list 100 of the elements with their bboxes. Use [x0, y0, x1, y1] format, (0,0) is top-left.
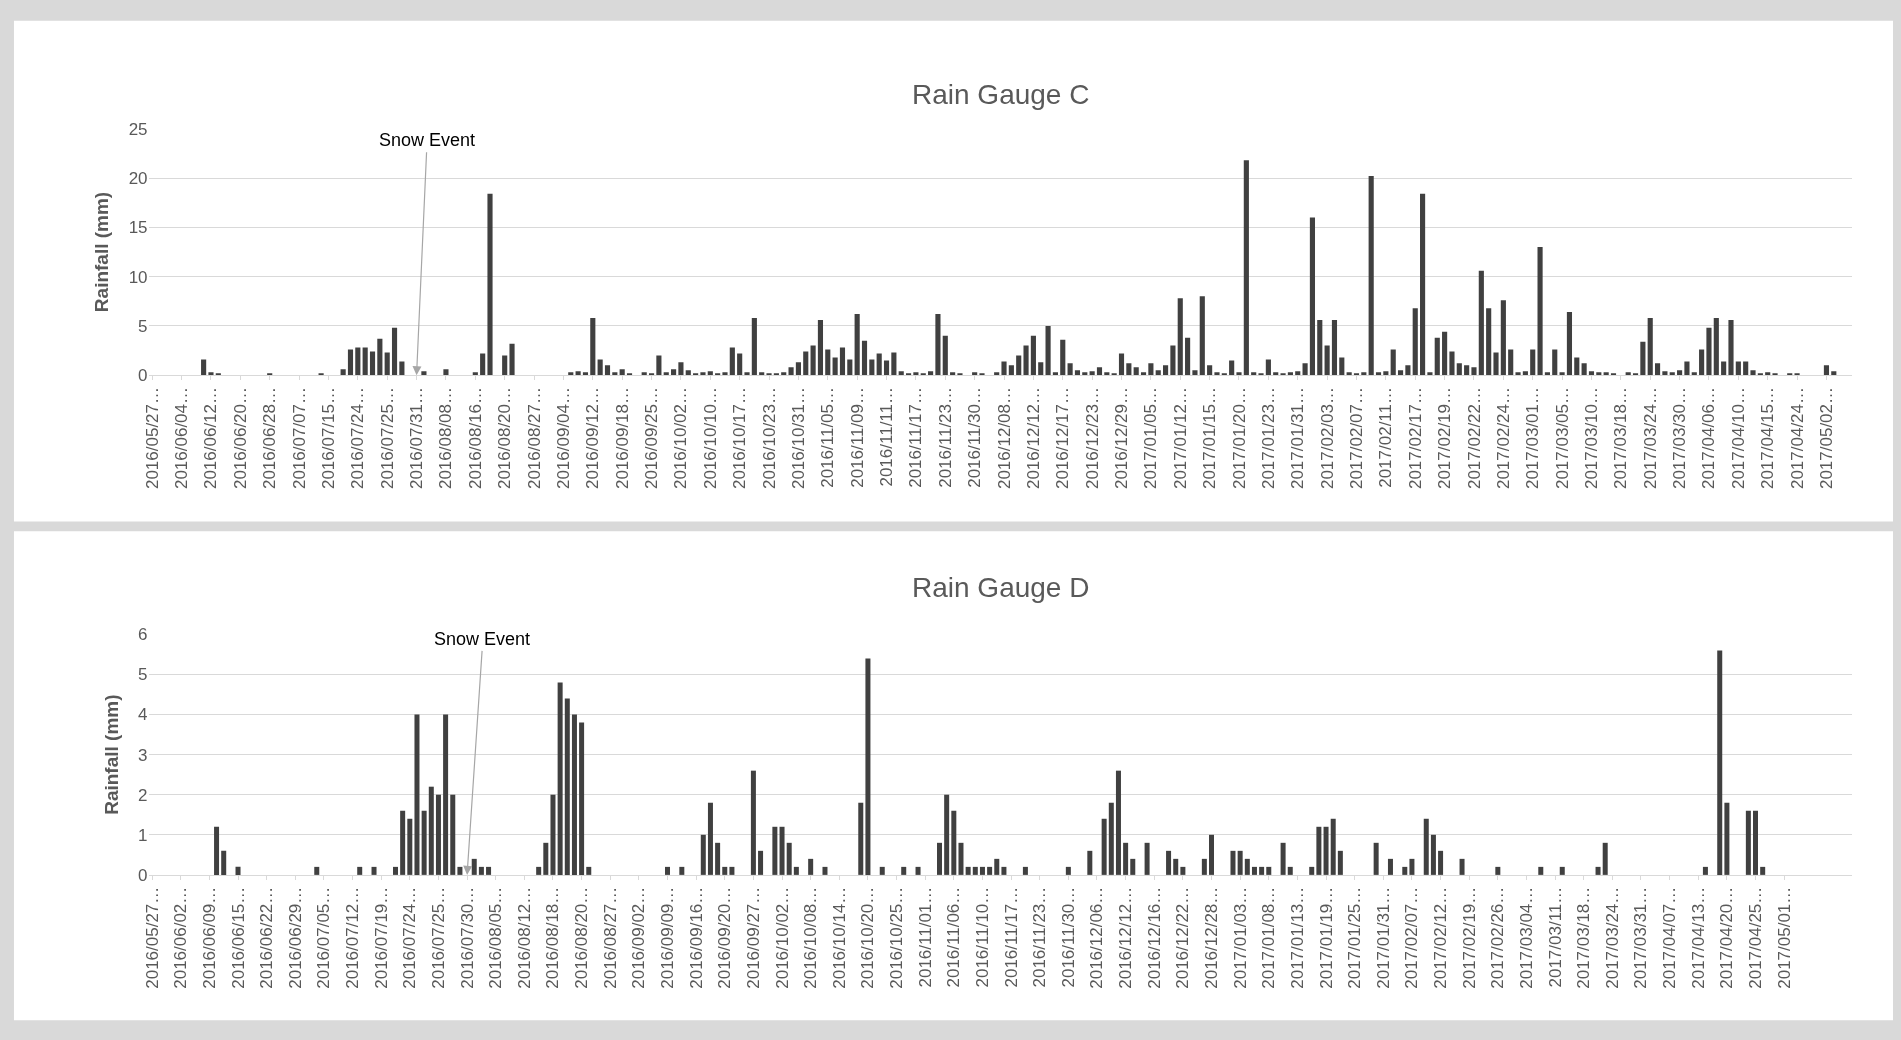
bar: [766, 373, 772, 376]
bar: [1495, 866, 1501, 875]
bar: [355, 347, 361, 376]
bar: [1743, 361, 1749, 376]
x-tick-label: 2016/11/17…: [1001, 886, 1021, 988]
bar: [729, 866, 735, 875]
bar: [715, 373, 721, 376]
bar: [1640, 341, 1646, 376]
bar: [1831, 371, 1837, 376]
x-tick-label: 2016/11/30…: [965, 386, 985, 488]
x-tick-label: 2016/07/30…: [457, 886, 477, 989]
bar: [1022, 866, 1028, 875]
bar: [1559, 372, 1565, 376]
chart-title: Rain Gauge D: [912, 572, 1090, 603]
x-tick-label: 2017/03/05…: [1552, 386, 1572, 490]
x-tick-label: 2017/01/25…: [1345, 886, 1365, 989]
bar: [407, 818, 413, 875]
x-tick-label: 2016/12/16…: [1144, 886, 1164, 989]
bar: [1361, 372, 1367, 376]
x-tick-label: 2017/03/11…: [1545, 886, 1565, 988]
bar: [957, 373, 963, 376]
bar: [1574, 357, 1580, 376]
x-tick-label: 2016/09/25…: [642, 386, 662, 490]
bar: [779, 826, 785, 875]
bar: [1625, 372, 1631, 376]
bar: [1559, 866, 1565, 875]
x-tick-label: 2016/10/17…: [730, 386, 750, 490]
x-tick-label: 2017/03/04…: [1516, 886, 1536, 989]
x-tick-label: 2017/04/15…: [1758, 386, 1778, 490]
x-tick-label: 2016/12/28…: [1202, 886, 1222, 989]
bar: [391, 327, 398, 376]
x-tick-label: 2016/08/08…: [436, 386, 456, 490]
bar: [1632, 373, 1639, 376]
y-tick-label: 0: [138, 865, 148, 885]
bar: [1192, 370, 1198, 376]
bar: [788, 367, 794, 376]
bar: [1287, 866, 1293, 875]
x-tick-label: 2017/02/19…: [1435, 386, 1455, 490]
bar: [928, 371, 934, 376]
bar: [1373, 842, 1379, 875]
bar: [744, 372, 750, 376]
bar: [898, 371, 904, 376]
bar: [1434, 337, 1440, 376]
x-tick-label: 2016/10/10…: [700, 386, 720, 490]
x-tick-label: 2017/02/17…: [1405, 386, 1425, 490]
bar: [586, 866, 592, 875]
bar: [1735, 361, 1741, 376]
x-tick-label: 2016/12/12…: [1116, 886, 1136, 989]
bar: [1603, 372, 1609, 376]
bar: [1552, 349, 1558, 376]
bar: [1323, 826, 1329, 875]
x-tick-label: 2016/07/25…: [377, 386, 397, 490]
x-tick-label: 2016/07/24…: [400, 886, 420, 989]
bar: [665, 866, 671, 875]
bar: [1287, 372, 1293, 376]
bar: [1794, 373, 1800, 376]
bar: [1331, 319, 1338, 376]
x-tick-label: 2016/12/06…: [1087, 886, 1107, 989]
bar: [793, 866, 799, 875]
bar: [1030, 335, 1036, 376]
x-tick-label: 2016/07/05…: [314, 886, 334, 989]
bar: [1140, 372, 1147, 376]
y-tick-label: 10: [128, 267, 148, 287]
bar: [1353, 373, 1360, 376]
bar: [942, 335, 948, 376]
x-tick-label: 2017/02/22…: [1464, 386, 1484, 490]
bar: [201, 359, 207, 376]
x-tick-label: 2016/10/25…: [887, 886, 907, 989]
bar: [536, 866, 542, 875]
bar: [399, 361, 405, 376]
y-tick-label: 5: [138, 316, 148, 336]
x-tick-label: 2016/07/25…: [428, 886, 448, 989]
bar: [1823, 365, 1830, 376]
bar: [1302, 363, 1308, 376]
x-tick-label: 2016/11/06…: [944, 886, 964, 988]
bar: [478, 866, 484, 875]
bar: [671, 369, 677, 376]
bar: [1669, 372, 1675, 376]
bar: [1104, 372, 1110, 376]
bar: [1244, 858, 1250, 875]
x-tick-label: 2016/11/01…: [915, 886, 935, 988]
bar: [822, 866, 828, 875]
bar: [604, 365, 611, 376]
x-tick-label: 2016/08/05…: [486, 886, 506, 989]
x-tick-label: 2016/10/08…: [801, 886, 821, 989]
x-tick-label: 2016/12/29…: [1112, 386, 1132, 490]
bar: [883, 360, 890, 376]
bar: [1390, 349, 1396, 376]
bar: [715, 842, 721, 875]
x-tick-label: 2016/12/22…: [1173, 886, 1193, 989]
bar: [951, 810, 957, 875]
bar: [1101, 818, 1107, 875]
bar: [737, 353, 743, 376]
bar: [480, 353, 486, 376]
bar: [1209, 834, 1215, 875]
bar: [685, 370, 691, 376]
x-tick-label: 2016/05/27…: [142, 386, 162, 490]
bar: [318, 373, 324, 376]
bar: [1760, 866, 1766, 875]
bar: [1500, 300, 1506, 376]
